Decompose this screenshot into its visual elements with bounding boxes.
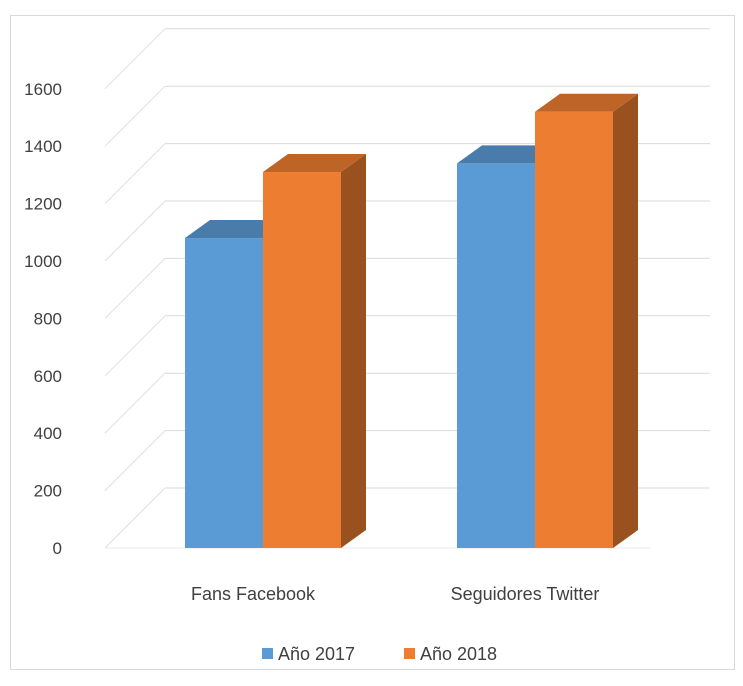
bar-front-face: [535, 111, 613, 548]
gridline-diagonal: [104, 487, 166, 549]
bars-layer: [185, 93, 638, 549]
gridline-diagonal: [104, 143, 166, 204]
bar-side-face: [341, 154, 366, 548]
legend-label: Año 2018: [420, 644, 497, 664]
x-tick-label: Seguidores Twitter: [451, 584, 600, 604]
legend-item: Año 2018: [404, 644, 497, 664]
y-tick-label: 0: [53, 539, 62, 558]
bar-fans-facebook-año-2018: [263, 154, 366, 548]
bar-top-face: [457, 145, 560, 164]
legend-label: Año 2017: [278, 644, 355, 664]
y-tick-label: 800: [34, 309, 62, 328]
bar-side-face: [613, 93, 638, 548]
bar-top-face: [185, 220, 288, 239]
y-tick-label: 400: [34, 424, 62, 443]
gridline-diagonal: [104, 200, 166, 262]
y-tick-label: 1000: [24, 252, 62, 271]
bar-front-face: [185, 238, 263, 549]
legend-swatch: [404, 648, 415, 659]
y-tick-label: 1600: [24, 80, 62, 99]
y-axis-ticks: 0 200 400 600 800 1000 1200 1400 1600: [24, 80, 62, 558]
gridline-diagonal: [104, 258, 166, 319]
legend: Año 2017 Año 2018: [262, 644, 497, 664]
gridline-diagonal: [104, 85, 166, 147]
x-tick-label: Fans Facebook: [191, 584, 316, 604]
gridline-diagonal: [104, 372, 166, 434]
bar-top-face: [535, 93, 638, 112]
y-tick-label: 1400: [24, 137, 62, 156]
bar-front-face: [263, 172, 341, 548]
legend-item: Año 2017: [262, 644, 355, 664]
y-tick-label: 1200: [24, 195, 62, 214]
y-tick-label: 200: [34, 482, 62, 501]
bar-top-face: [263, 154, 366, 173]
chart-frame: [10, 15, 735, 670]
y-tick-label: 600: [34, 367, 62, 386]
bar-seguidores-twitter-año-2018: [535, 93, 638, 548]
x-axis-ticks: Fans Facebook Seguidores Twitter: [191, 584, 599, 604]
gridline-diagonal: [104, 315, 166, 377]
gridline-diagonal: [104, 28, 166, 90]
gridline-diagonal: [104, 430, 166, 491]
legend-swatch: [262, 648, 273, 659]
bar-front-face: [457, 163, 535, 549]
